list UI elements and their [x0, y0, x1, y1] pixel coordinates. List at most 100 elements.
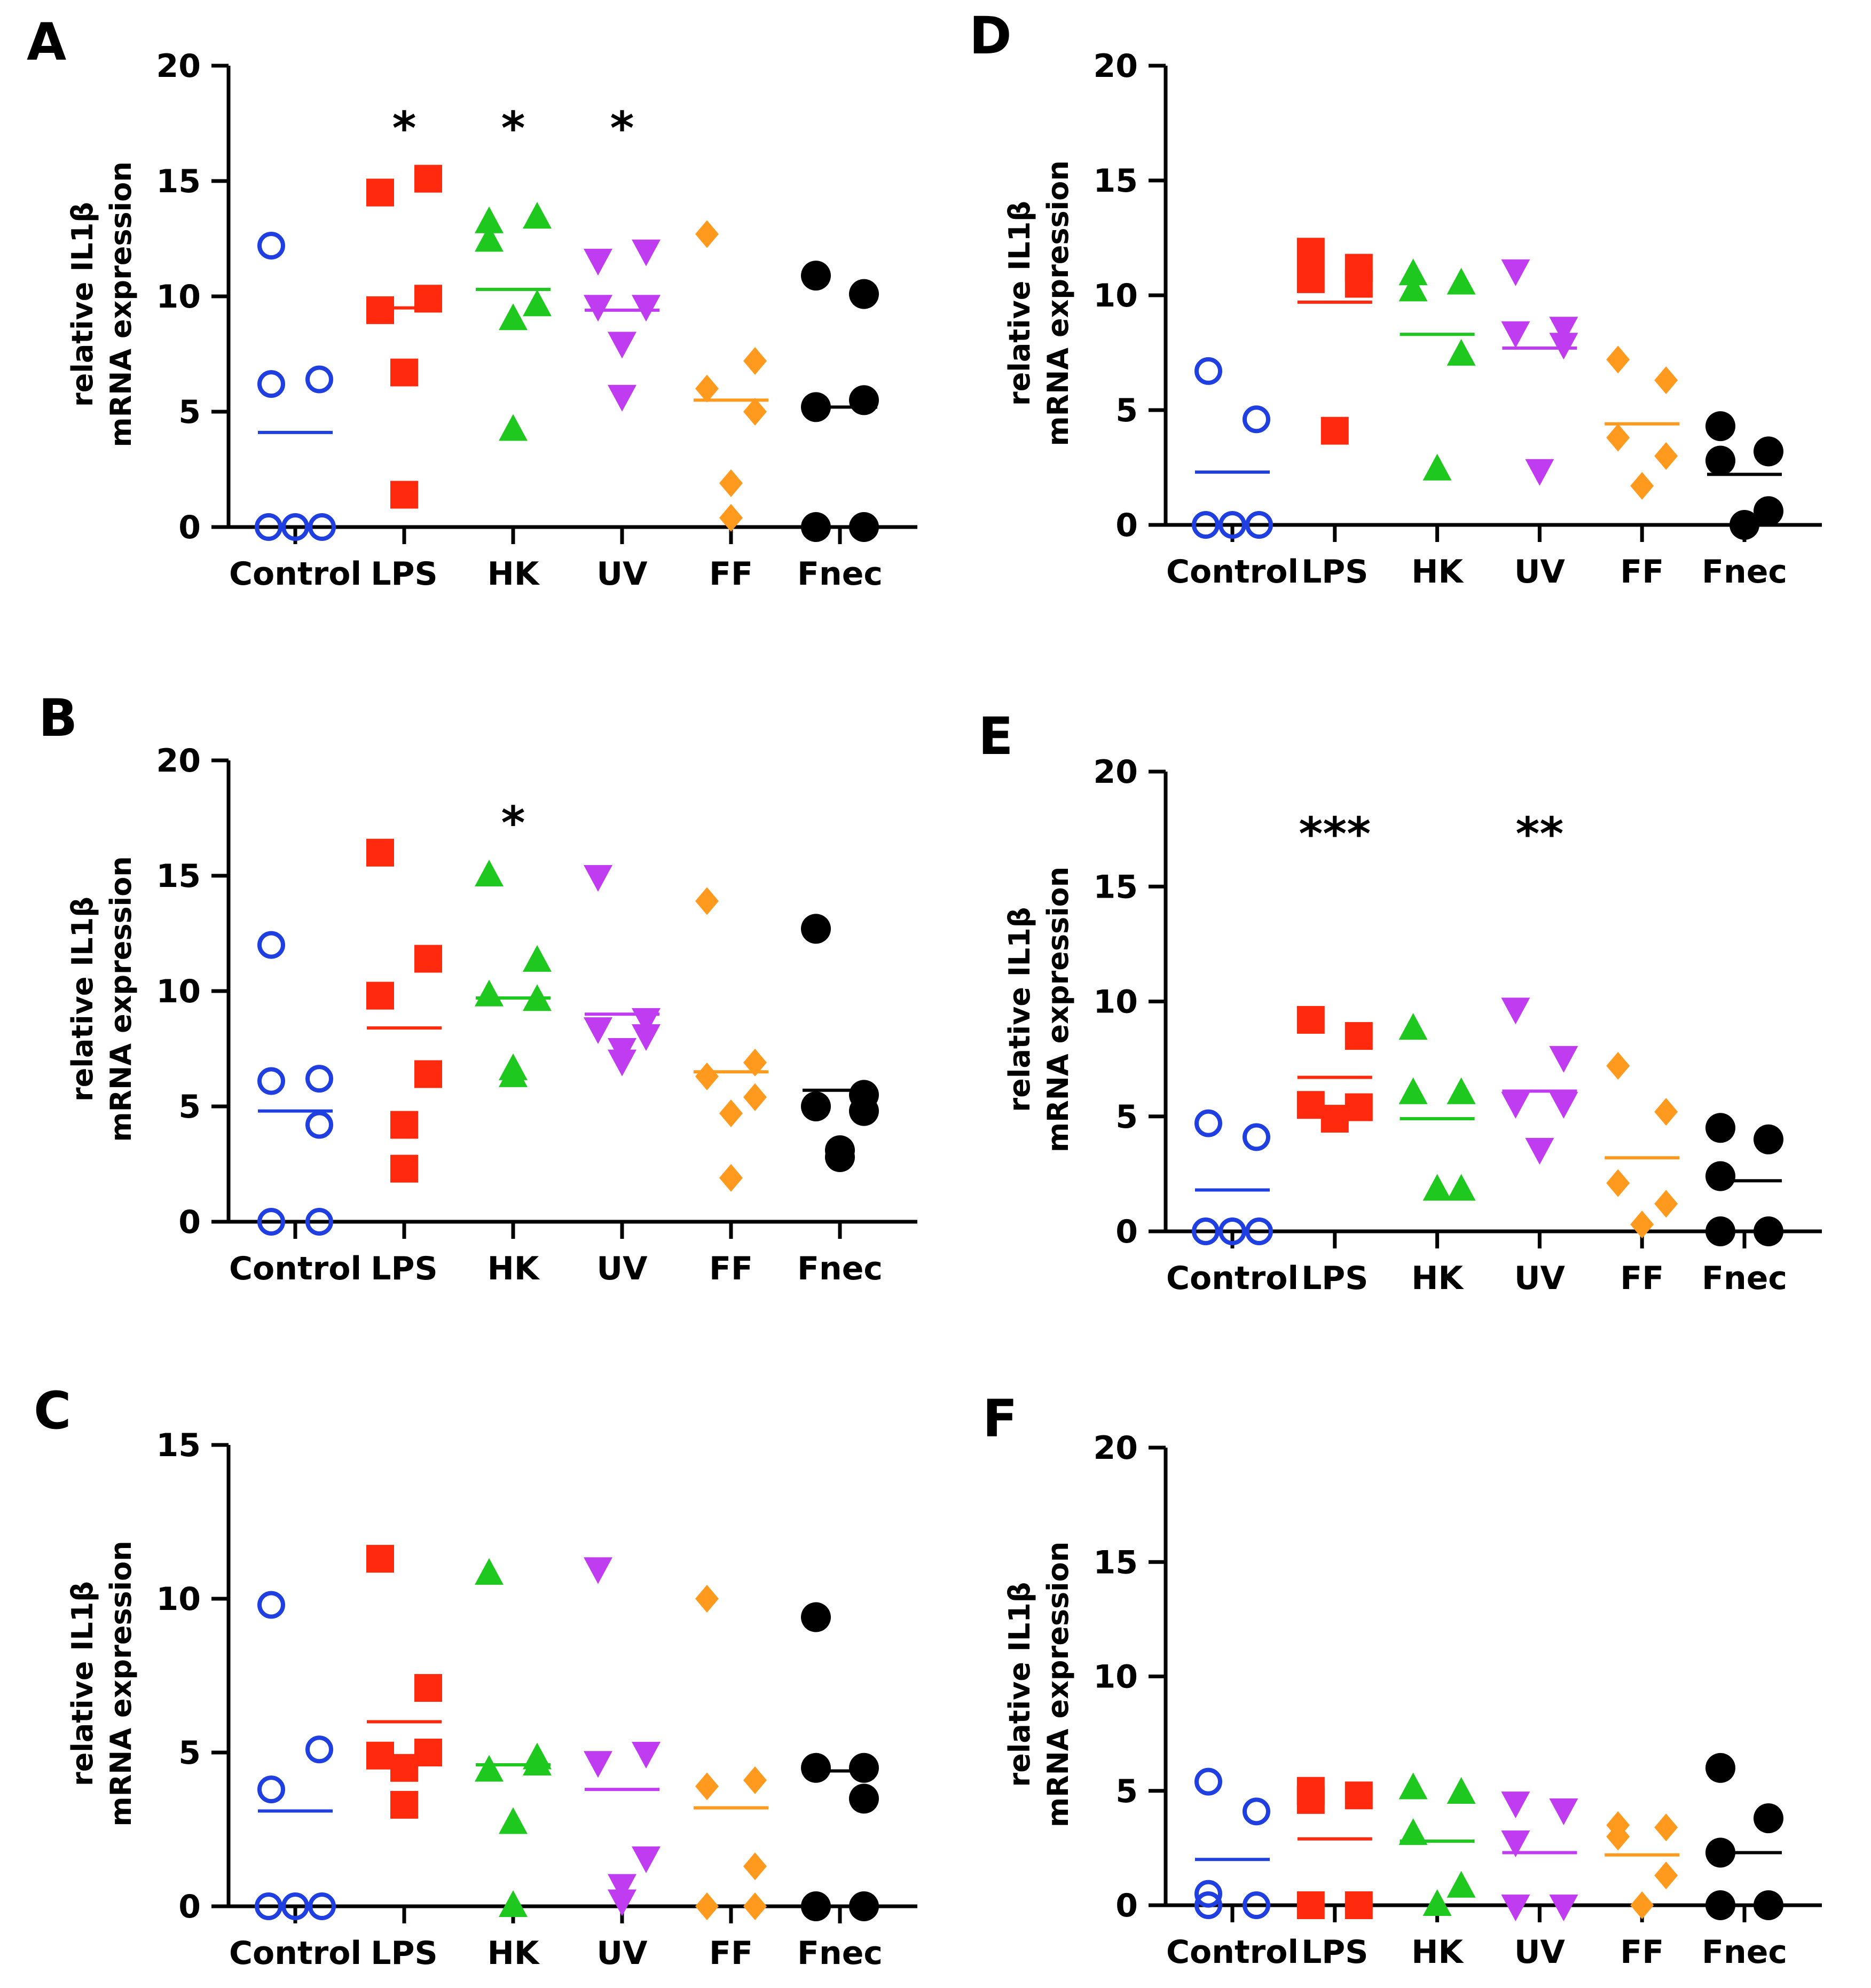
data-point	[1705, 1890, 1735, 1920]
panel-letter: C	[34, 1381, 71, 1441]
data-point	[1501, 997, 1530, 1025]
data-point	[801, 1753, 831, 1783]
y-tick-label: 10	[156, 278, 201, 316]
data-point	[1194, 357, 1222, 385]
y-axis-title-line2: mRNA expression	[104, 1541, 138, 1826]
y-axis-title-line2: mRNA expression	[104, 856, 138, 1142]
y-tick-label: 15	[156, 858, 201, 895]
data-point	[1630, 1891, 1654, 1919]
data-point	[584, 1751, 612, 1778]
x-tick-label: Control	[1166, 1260, 1299, 1297]
y-tick-label: 15	[1094, 1544, 1138, 1581]
significance-marker: *	[610, 102, 634, 155]
significance-marker: *	[501, 797, 525, 850]
data-point	[1754, 1803, 1783, 1834]
y-tick-label: 10	[156, 1581, 201, 1618]
data-point	[499, 1890, 528, 1917]
data-point	[608, 332, 636, 359]
data-point	[523, 202, 552, 229]
data-point	[475, 979, 504, 1007]
data-point	[1194, 1109, 1222, 1137]
data-point	[1501, 1830, 1530, 1858]
y-axis-title-line1: relative IL1β	[66, 202, 99, 407]
data-point	[1243, 1891, 1270, 1919]
data-point	[1447, 268, 1476, 295]
data-point	[1705, 411, 1735, 442]
data-point	[475, 225, 504, 252]
y-tick-label: 20	[156, 48, 201, 85]
data-point	[695, 887, 719, 915]
data-point	[366, 178, 394, 207]
x-tick-label: UV	[1514, 553, 1566, 591]
data-point	[257, 231, 285, 260]
y-tick-label: 20	[1094, 1429, 1138, 1467]
data-point	[305, 1735, 333, 1764]
data-point	[1398, 1013, 1428, 1040]
data-point	[1296, 1786, 1325, 1814]
data-point	[584, 248, 612, 276]
data-point	[257, 1775, 285, 1804]
data-point	[1630, 1211, 1654, 1239]
data-point	[475, 206, 504, 233]
data-point	[1705, 1753, 1735, 1783]
panel-letter: B	[38, 688, 77, 748]
data-point	[1705, 1113, 1735, 1143]
data-point	[1705, 1216, 1735, 1246]
y-tick-label: 15	[1094, 162, 1138, 200]
x-tick-label: FF	[709, 1250, 753, 1287]
x-tick-label: FF	[709, 555, 753, 593]
y-axis-title: relative IL1β mRNA expression	[1003, 1542, 1075, 1827]
data-point	[1192, 511, 1220, 539]
data-point	[719, 504, 743, 532]
x-tick-label: HK	[488, 555, 540, 593]
panel-letter: F	[982, 1389, 1018, 1449]
x-tick-label: UV	[596, 1250, 648, 1287]
data-point	[414, 945, 442, 973]
data-point	[719, 1099, 743, 1127]
data-point	[1194, 1767, 1222, 1796]
y-tick-label: 5	[178, 1088, 201, 1126]
x-tick-label: UV	[596, 555, 648, 593]
y-axis-title: relative IL1β mRNA expression	[66, 1541, 138, 1826]
data-point	[366, 838, 394, 867]
data-point	[1501, 1091, 1530, 1119]
data-point	[475, 1558, 504, 1585]
data-point	[1606, 345, 1630, 374]
panel-letter: E	[978, 706, 1013, 766]
y-tick-label: 5	[178, 1734, 201, 1772]
data-point	[1218, 1217, 1246, 1245]
data-point	[1654, 366, 1678, 395]
data-point	[366, 1741, 394, 1770]
data-point	[390, 1111, 418, 1139]
data-point	[255, 513, 282, 541]
y-tick-label: 0	[1115, 1887, 1138, 1924]
data-point	[1296, 238, 1325, 266]
y-tick-label: 20	[156, 742, 201, 780]
data-point	[1754, 1890, 1783, 1920]
x-tick-label: Control	[229, 1250, 361, 1287]
y-tick-label: 0	[178, 1204, 201, 1241]
data-point	[1549, 1091, 1578, 1119]
x-tick-label: LPS	[1301, 1934, 1368, 1971]
x-tick-label: LPS	[371, 555, 437, 593]
data-point	[608, 1038, 636, 1065]
data-point	[1320, 1105, 1349, 1133]
y-tick-label: 15	[156, 1427, 201, 1464]
x-tick-label: FF	[1620, 1260, 1664, 1297]
data-point	[695, 374, 719, 403]
x-tick-label: Fnec	[1702, 553, 1787, 591]
data-point	[257, 370, 285, 398]
data-point	[1549, 317, 1578, 344]
data-point	[695, 1772, 719, 1801]
data-point	[801, 512, 831, 542]
data-point	[523, 984, 552, 1011]
data-point	[801, 261, 831, 291]
data-point	[499, 414, 528, 441]
data-point	[1705, 445, 1735, 476]
data-point	[1194, 1891, 1222, 1919]
data-point	[390, 358, 418, 387]
data-point	[695, 220, 719, 248]
